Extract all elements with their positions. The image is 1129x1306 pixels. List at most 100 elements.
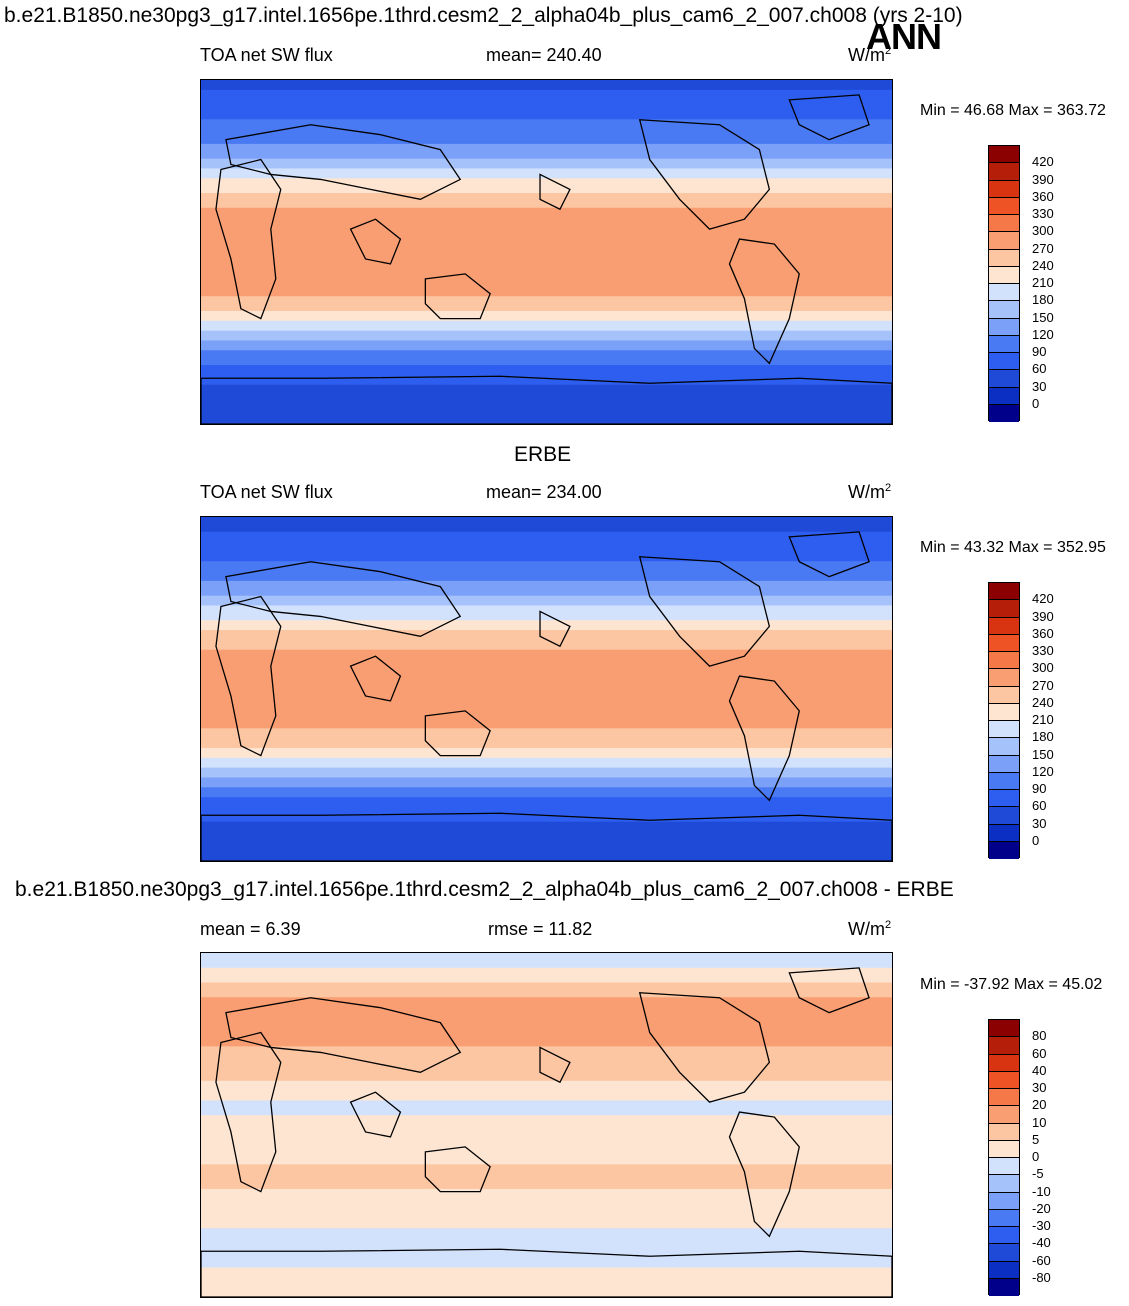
colorbar-tick-label: 10 bbox=[1032, 1114, 1047, 1130]
map-lat-band bbox=[201, 1002, 892, 1008]
map-lat-band bbox=[201, 365, 892, 371]
colorbar-tick-label: 0 bbox=[1032, 395, 1040, 411]
colorbar-tick-label: 20 bbox=[1032, 1097, 1047, 1113]
map-lat-band bbox=[201, 1238, 892, 1244]
colorbar-swatch bbox=[989, 215, 1019, 233]
map-lat-band bbox=[201, 1193, 892, 1200]
panel2-mean: mean= 234.00 bbox=[486, 482, 602, 502]
panel1-minmax: Min = 46.68 Max = 363.72 bbox=[920, 102, 1106, 119]
map-lat-band bbox=[201, 1100, 892, 1106]
map-lat-band bbox=[201, 163, 892, 170]
coastline-outline bbox=[424, 273, 491, 320]
map-lat-band bbox=[201, 394, 892, 401]
panel3-mean: mean = 6.39 bbox=[200, 919, 301, 939]
map-lat-band bbox=[201, 1267, 892, 1274]
map-lat-band bbox=[201, 138, 892, 145]
panel2-title: ERBE bbox=[514, 443, 572, 466]
map-lat-band bbox=[201, 1129, 892, 1136]
map-lat-band bbox=[201, 320, 892, 327]
map-lat-band bbox=[201, 536, 892, 543]
colorbar-tick-label: 40 bbox=[1032, 1062, 1047, 1078]
map-lat-band bbox=[201, 1287, 892, 1293]
colorbar-swatch bbox=[989, 1278, 1019, 1296]
map-lat-band bbox=[201, 129, 892, 135]
colorbar-tick-label: 300 bbox=[1032, 223, 1054, 239]
map-lat-band bbox=[201, 1046, 892, 1052]
map-lat-band bbox=[201, 419, 892, 424]
map-lat-band bbox=[201, 571, 892, 577]
colorbar-tick-label: 120 bbox=[1032, 763, 1054, 779]
map-lat-band bbox=[201, 836, 892, 842]
map-lat-band bbox=[201, 987, 892, 993]
colorbar-tick-label: 180 bbox=[1032, 292, 1054, 308]
map-lat-band bbox=[201, 654, 892, 661]
colorbar-swatch bbox=[989, 824, 1019, 842]
map-lat-band bbox=[201, 409, 892, 415]
map-lat-band bbox=[201, 1144, 892, 1151]
coastline-outline bbox=[201, 812, 892, 861]
colorbar-tick-label: 90 bbox=[1032, 781, 1047, 796]
map-lat-band bbox=[201, 1031, 892, 1038]
colorbar-swatch bbox=[989, 583, 1019, 601]
coastline-outline bbox=[225, 561, 462, 637]
map-lat-band bbox=[201, 669, 892, 675]
map-lat-band bbox=[201, 610, 892, 616]
map-lat-band bbox=[201, 168, 892, 174]
map-lat-band bbox=[201, 1179, 892, 1185]
map-lat-band bbox=[201, 782, 892, 788]
colorbar-tick-label: 240 bbox=[1032, 257, 1054, 273]
map-lat-band bbox=[201, 718, 892, 724]
map-lat-band bbox=[201, 762, 892, 769]
map-lat-band bbox=[201, 620, 892, 626]
map-lat-band bbox=[201, 659, 892, 666]
map-lat-band bbox=[201, 679, 892, 685]
colorbar-tick-label: 360 bbox=[1032, 188, 1054, 204]
panel3-colorbar bbox=[988, 1019, 1020, 1296]
colorbar-tick-label: 30 bbox=[1032, 378, 1047, 394]
map-lat-band bbox=[201, 389, 892, 396]
map-lat-band bbox=[201, 595, 892, 602]
colorbar-swatch bbox=[989, 146, 1019, 164]
map-lat-band bbox=[201, 134, 892, 140]
colorbar-tick-label: 150 bbox=[1032, 309, 1054, 325]
colorbar-swatch bbox=[989, 180, 1019, 198]
map-lat-band bbox=[201, 806, 892, 813]
map-lat-band bbox=[201, 792, 892, 798]
panel3-rmse: rmse = 11.82 bbox=[488, 919, 593, 939]
map-lat-band bbox=[201, 1110, 892, 1116]
colorbar-tick-label: 60 bbox=[1032, 1045, 1047, 1061]
map-lat-band bbox=[201, 957, 892, 964]
colorbar-tick-label: 330 bbox=[1032, 643, 1054, 658]
map-lat-band bbox=[201, 777, 892, 783]
colorbar-tick-label: 90 bbox=[1032, 344, 1047, 359]
map-lat-band bbox=[201, 713, 892, 720]
colorbar-tick-label: 210 bbox=[1032, 275, 1054, 290]
map-lat-band bbox=[201, 826, 892, 833]
panel2-units: W/m2 bbox=[848, 482, 892, 502]
map-lat-band bbox=[201, 1203, 892, 1210]
panel3-map bbox=[200, 952, 893, 1298]
map-lat-band bbox=[201, 247, 892, 253]
map-lat-band bbox=[201, 104, 892, 111]
map-lat-band bbox=[201, 1026, 892, 1033]
colorbar-swatch bbox=[989, 1227, 1019, 1245]
colorbar-swatch bbox=[989, 703, 1019, 721]
map-lat-band bbox=[201, 551, 892, 557]
map-lat-band bbox=[201, 217, 892, 224]
colorbar-tick-label: 330 bbox=[1032, 206, 1054, 221]
map-lat-band bbox=[201, 404, 892, 410]
map-lat-band bbox=[201, 747, 892, 754]
map-lat-band bbox=[201, 561, 892, 567]
colorbar-swatch bbox=[989, 1244, 1019, 1262]
map-lat-band bbox=[201, 674, 892, 680]
map-lat-band bbox=[201, 379, 892, 386]
map-lat-band bbox=[201, 1198, 892, 1205]
map-lat-band bbox=[201, 1070, 892, 1077]
colorbar-swatch bbox=[989, 652, 1019, 670]
map-lat-band bbox=[201, 335, 892, 342]
map-lat-band bbox=[201, 517, 892, 523]
map-lat-band bbox=[201, 802, 892, 808]
colorbar-tick-label: 80 bbox=[1032, 1028, 1047, 1044]
colorbar-tick-label: 300 bbox=[1032, 660, 1054, 676]
map-lat-band bbox=[201, 306, 892, 312]
